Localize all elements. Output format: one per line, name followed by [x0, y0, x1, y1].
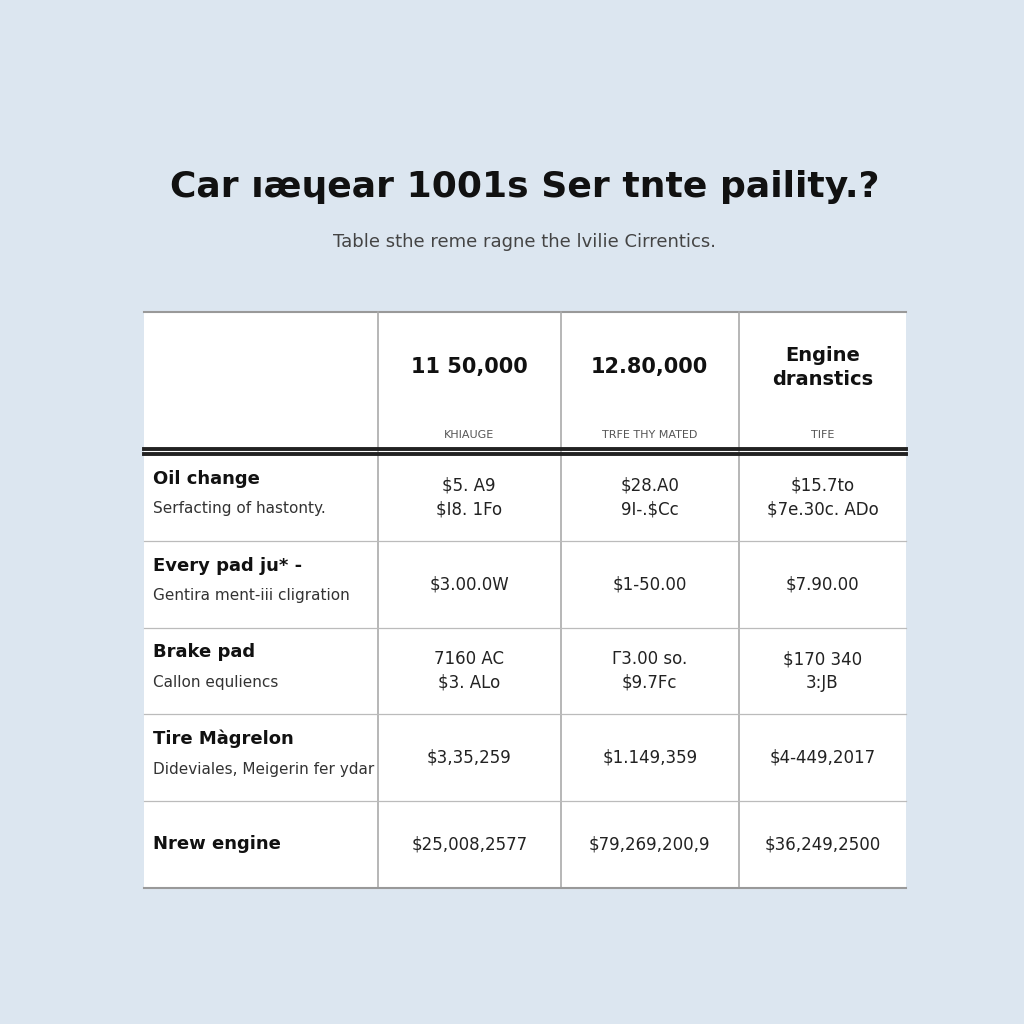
Text: Oil change: Oil change [154, 470, 260, 488]
Text: Gentira ment-iii cligration: Gentira ment-iii cligration [154, 588, 350, 603]
Text: Dideviales, Meigerin fer ydar: Dideviales, Meigerin fer ydar [154, 762, 375, 776]
Text: TRFE THY MATED: TRFE THY MATED [602, 430, 697, 440]
Text: $7.90.00: $7.90.00 [785, 575, 859, 593]
Text: Car ıæɥear 1001s Ser tnte paility.?: Car ıæɥear 1001s Ser tnte paility.? [170, 170, 880, 204]
Text: TIFE: TIFE [811, 430, 835, 440]
FancyBboxPatch shape [143, 312, 905, 888]
Text: Table sthe reme ragne the lvilie Cirrentics.: Table sthe reme ragne the lvilie Cirrent… [333, 233, 717, 251]
Text: Γ3.00 so.
$9.7Fc: Γ3.00 so. $9.7Fc [612, 650, 687, 691]
Text: 12.80,000: 12.80,000 [591, 357, 709, 377]
Text: $5. A9
$I8. 1Fo: $5. A9 $I8. 1Fo [436, 476, 503, 518]
Text: $3,35,259: $3,35,259 [427, 749, 512, 767]
Text: $1-50.00: $1-50.00 [612, 575, 687, 593]
Text: Tire Màgrelon: Tire Màgrelon [154, 730, 294, 749]
Text: 11 50,000: 11 50,000 [411, 357, 527, 377]
Text: $4-449,2017: $4-449,2017 [769, 749, 876, 767]
Text: Every pad ju* -: Every pad ju* - [154, 557, 302, 574]
Text: $3.00.0W: $3.00.0W [429, 575, 509, 593]
Text: $79,269,200,9: $79,269,200,9 [589, 836, 711, 853]
Text: Engine
dranstics: Engine dranstics [772, 346, 873, 388]
Text: Brake pad: Brake pad [154, 643, 256, 662]
Text: Callon equliencs: Callon equliencs [154, 675, 279, 690]
Text: KHIAUGE: KHIAUGE [444, 430, 495, 440]
Text: $15.7to
$7e.30c. ADo: $15.7to $7e.30c. ADo [767, 476, 879, 518]
Text: Serfacting of hastonty.: Serfacting of hastonty. [154, 502, 327, 516]
Text: Nrew engine: Nrew engine [154, 836, 282, 853]
Text: $170 340
3:JB: $170 340 3:JB [782, 650, 862, 691]
Text: $25,008,2577: $25,008,2577 [412, 836, 527, 853]
Text: 7160 AC
$3. ALo: 7160 AC $3. ALo [434, 650, 504, 691]
Text: $36,249,2500: $36,249,2500 [764, 836, 881, 853]
Text: $1.149,359: $1.149,359 [602, 749, 697, 767]
Text: $28.A0
9I-.$Cc: $28.A0 9I-.$Cc [621, 476, 679, 518]
